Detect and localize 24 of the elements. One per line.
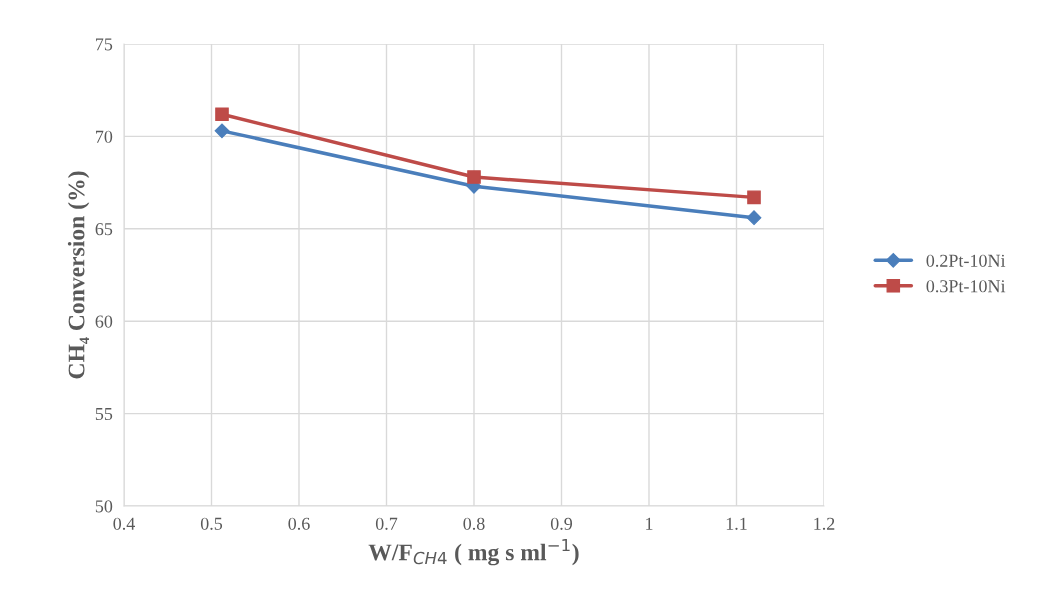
x-tick-label: 1 bbox=[646, 517, 653, 530]
x-tick-label: 0.4 bbox=[113, 517, 135, 530]
x-axis-title: W/F$_{CH4}$ ( mg s ml$^{−1}$) bbox=[368, 539, 579, 566]
y-tick-label: 60 bbox=[95, 315, 113, 328]
y-tick-label: 65 bbox=[95, 223, 113, 236]
x-tick-label: 0.7 bbox=[375, 517, 398, 530]
y-tick-label: 75 bbox=[96, 38, 113, 51]
y-tick-label: 55 bbox=[95, 408, 113, 421]
legend-label: 0.3Pt-10Ni bbox=[926, 280, 1006, 293]
y-tick-label: 70 bbox=[96, 130, 113, 143]
point bbox=[214, 123, 230, 139]
legend-label: 0.2Pt-10Ni bbox=[926, 254, 1006, 267]
point bbox=[747, 190, 761, 205]
y-axis-title: CH₄ Conversion (%) bbox=[67, 171, 90, 379]
x-tick-label: 0.5 bbox=[200, 517, 223, 530]
x-tick-label: 0.6 bbox=[288, 517, 310, 530]
point bbox=[746, 210, 762, 226]
x-tick-label: 0.8 bbox=[463, 517, 485, 530]
x-tick-label: 1.2 bbox=[814, 517, 835, 530]
point bbox=[215, 107, 229, 121]
x-tick-label: 1.1 bbox=[726, 517, 747, 530]
y-tick-label: 50 bbox=[95, 500, 113, 513]
point bbox=[467, 170, 481, 184]
x-tick-label: 0.9 bbox=[550, 517, 573, 530]
